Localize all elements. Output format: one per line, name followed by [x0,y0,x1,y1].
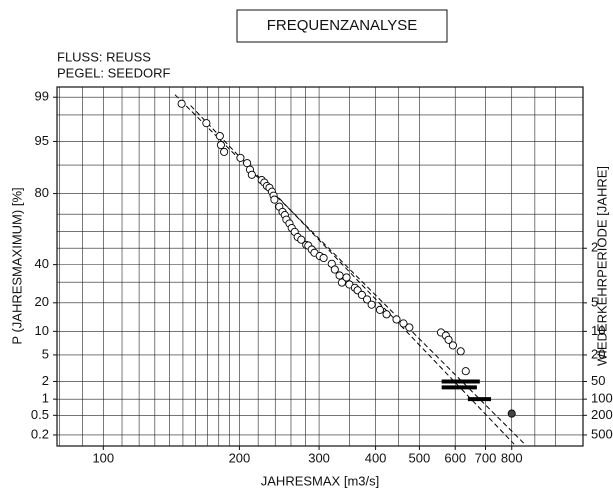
y-tick-label: 99 [35,89,49,104]
data-point [247,170,256,179]
data-point [319,253,328,263]
y-axis-label: P (JAHRESMAXIMUM) [%] [9,187,24,344]
subtitle: PEGEL: SEEDORF [57,65,170,80]
x-tick-label: 700 [475,450,497,465]
x-tick-label: 100 [92,450,114,465]
y-tick-label: 95 [35,133,49,148]
title-box [236,9,448,43]
data-point [507,409,516,418]
y-tick-label: 20 [35,294,49,309]
fit-line [174,94,526,445]
data-point [392,315,401,324]
data-point [215,131,224,141]
y-tick-label: 2 [42,373,49,388]
y2-tick-label: 5 [591,294,598,309]
data-point [337,278,346,287]
data-point [382,310,391,319]
plot-frame [56,86,584,447]
y-tick-label: 0.2 [31,426,49,441]
data-point [375,305,385,314]
data-point [330,265,339,274]
data-point [456,347,465,356]
y-tick-label: 1 [42,391,49,406]
data-point [399,319,408,328]
data-point [335,271,344,280]
data-point [342,273,351,282]
data-point [297,235,306,244]
x-tick-label: 300 [308,450,330,465]
x-tick-label: 400 [365,450,387,465]
x-tick-label: 200 [229,450,251,465]
y2-tick-label: 10 [591,323,605,338]
subtitle: FLUSS: REUSS [57,49,151,64]
data-point [177,99,186,108]
y-tick-label: 5 [42,346,49,361]
y-tick-label: 40 [35,256,49,271]
y-tick-label: 0.5 [31,407,49,422]
data-point [236,153,245,162]
data-point [202,119,211,128]
data-point [444,335,453,344]
chart-title: FREQUENZANALYSE [267,17,418,34]
data-point [357,290,366,299]
data-point [461,367,470,376]
fit-line [190,105,515,445]
y2-tick-label: 200 [591,407,613,422]
x-tick-label: 500 [409,450,431,465]
y2-axis-label: WIEDERKEHRPERIODE [JAHRE] [594,166,609,366]
data-point [367,300,376,309]
y2-tick-label: 500 [591,426,613,441]
data-point [405,323,414,332]
x-tick-label: 800 [501,450,523,465]
y-tick-label: 10 [35,323,49,338]
x-tick-label: 600 [444,450,466,465]
data-point [220,147,229,156]
y2-tick-label: 2 [591,240,598,255]
data-point [216,140,225,150]
x-axis-label: JAHRESMAX [m3/s] [261,473,379,488]
y2-tick-label: 50 [591,373,605,388]
data-point [363,295,372,304]
data-point [448,341,457,350]
y2-tick-label: 20 [591,346,605,361]
y2-tick-label: 100 [591,391,613,406]
data-point [270,195,279,204]
y-tick-label: 80 [35,185,49,200]
